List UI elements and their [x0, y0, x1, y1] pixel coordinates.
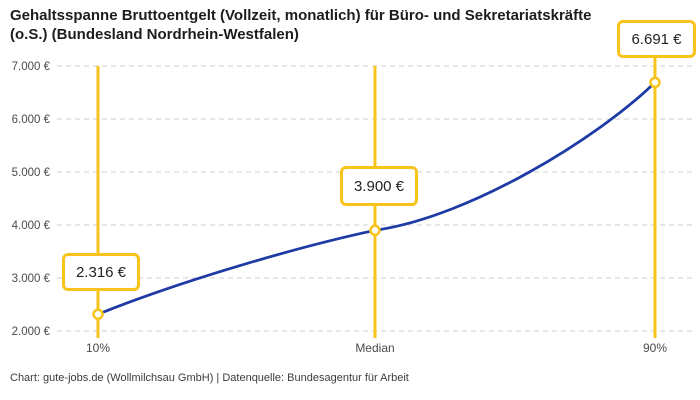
y-axis-tick-label: 4.000 € — [12, 220, 51, 232]
x-axis-tick-label: 90% — [643, 341, 667, 355]
y-axis-tick-label: 5.000 € — [12, 167, 51, 179]
x-axis-tick-label: Median — [355, 341, 394, 355]
value-label-10th-percentile: 2.316 € — [62, 253, 140, 291]
y-axis-tick-label: 7.000 € — [12, 61, 51, 73]
value-label-10th-percentile-text: 2.316 € — [75, 263, 127, 281]
data-point-marker — [649, 76, 661, 89]
data-point-marker — [92, 308, 104, 321]
x-axis-tick-label: 10% — [86, 341, 110, 355]
y-axis-tick-label: 6.000 € — [12, 114, 51, 126]
chart-footer: Chart: gute-jobs.de (Wollmilchsau GmbH) … — [10, 372, 409, 384]
y-axis-tick-label: 3.000 € — [12, 273, 51, 285]
chart-title: Gehaltsspanne Bruttoentgelt (Vollzeit, m… — [10, 7, 592, 43]
value-label-90th-percentile-text: 6.691 € — [631, 30, 682, 48]
data-point-marker — [369, 224, 381, 237]
y-axis-tick-label: 2.000 € — [12, 326, 51, 338]
value-label-median: 3.900 € — [340, 166, 418, 206]
value-label-90th-percentile: 6.691 € — [617, 20, 696, 58]
value-label-median-text: 3.900 € — [353, 177, 405, 195]
